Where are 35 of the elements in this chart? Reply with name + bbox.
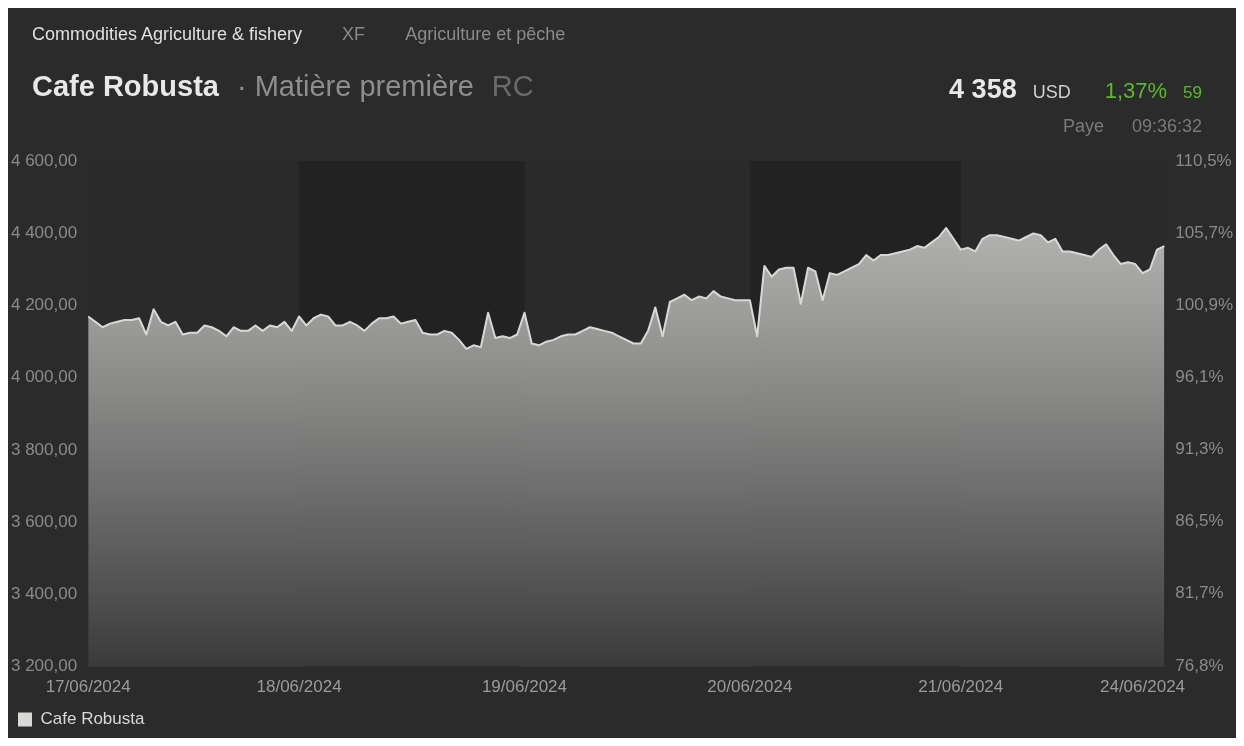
text: XF	[342, 24, 366, 44]
chart-title: Cafe Robusta	[32, 70, 219, 103]
y2-tick-label: 86,5%	[1175, 510, 1224, 530]
text: 09:36:32	[1131, 116, 1202, 136]
text: 1,37%	[1104, 78, 1168, 103]
y-tick-label: 4 200,00	[10, 295, 78, 315]
x-tick-label: 17/06/2024	[45, 677, 131, 697]
y2-tick-label: 110,5%	[1175, 150, 1232, 170]
y2-tick-label: 100,9%	[1175, 294, 1234, 314]
text: Agriculture et pêche	[405, 24, 566, 44]
y2-tick-label: 76,8%	[1175, 656, 1224, 676]
x-tick-label: 20/06/2024	[707, 677, 793, 697]
text: Paye	[1062, 116, 1104, 136]
text: Commodities Agriculture & fishery	[32, 24, 303, 44]
text: RC	[491, 70, 534, 102]
x-tick-label: 24/06/2024	[1099, 677, 1186, 697]
legend-label: Cafe Robusta	[40, 709, 145, 729]
y-tick-label: 3 400,00	[10, 584, 78, 604]
text: USD	[1032, 82, 1071, 102]
y2-tick-label: 91,3%	[1175, 438, 1224, 458]
y-tick-label: 4 000,00	[10, 367, 78, 387]
y2-tick-label: 105,7%	[1175, 222, 1234, 242]
x-tick-label: 21/06/2024	[918, 677, 1004, 697]
y-tick-label: 4 600,00	[10, 150, 78, 170]
y-tick-label: 4 400,00	[10, 223, 78, 243]
y2-tick-label: 81,7%	[1175, 582, 1224, 602]
x-tick-label: 19/06/2024	[481, 677, 568, 697]
y-tick-label: 3 800,00	[10, 439, 78, 459]
y-tick-label: 3 200,00	[10, 656, 78, 676]
y-tick-label: 3 600,00	[10, 511, 78, 531]
text: 4 358	[949, 74, 1017, 104]
y2-tick-label: 96,1%	[1175, 366, 1224, 386]
text: · Matière première	[236, 70, 474, 102]
x-tick-label: 18/06/2024	[256, 677, 342, 697]
text: 59	[1183, 83, 1202, 102]
